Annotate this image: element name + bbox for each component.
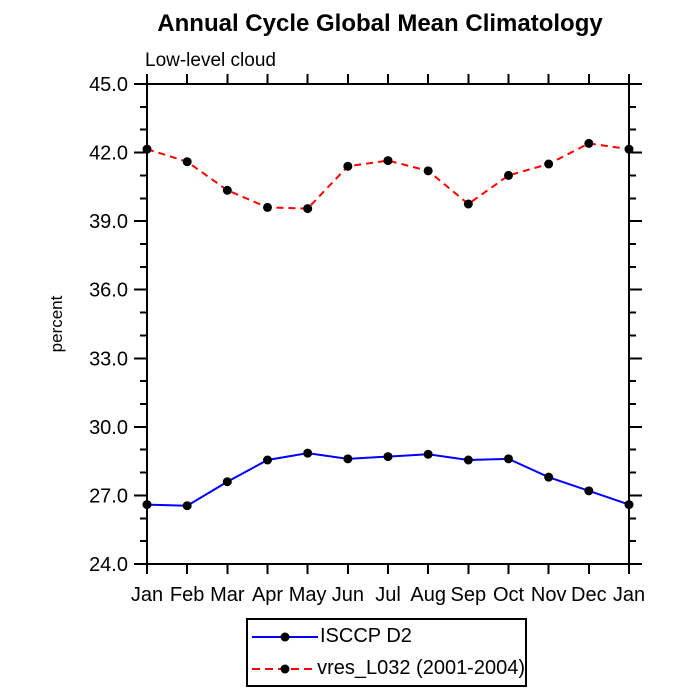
data-point-0 [624,500,634,510]
series-line-1 [146,142,630,210]
data-point-0 [544,472,554,482]
data-point-1 [343,161,353,171]
x-tick-label: Feb [170,584,204,606]
legend-item-isccp: ISCCP D2 [250,621,525,652]
data-point-0 [383,452,393,462]
data-point-0 [263,455,272,465]
x-tick-label: Dec [571,584,607,606]
x-tick-label: May [289,584,327,606]
legend-marker-dot [280,632,290,641]
legend-label-isccp: ISCCP D2 [320,625,412,647]
axes-layer: 24.0 27.0 30.0 33.0 36.0 39.0 42.0 45.0 Jan Feb Ma… [89,74,645,606]
x-tick-label: Nov [531,584,567,606]
data-point-1 [182,157,192,167]
legend-marker-dot [280,664,290,673]
y-tick-label: 42.0 [89,143,128,165]
data-point-0 [463,455,473,465]
x-tick-label: Jan [613,584,645,606]
legend-box: ISCCP D2 vres_L032 (2001-2004) [246,618,527,687]
data-point-1 [544,159,554,169]
legend-sample-dashed [252,664,318,673]
chart-subtitle: Low-level cloud [145,50,276,71]
data-point-1 [222,185,232,195]
data-point-1 [423,166,433,176]
data-point-1 [463,199,473,209]
data-point-1 [504,170,513,180]
data-point-1 [624,144,634,154]
y-tick-label: 36.0 [89,280,128,302]
y-tick-label: 30.0 [89,417,128,439]
data-point-1 [142,144,152,154]
x-tick-label: Oct [493,584,525,606]
data-point-0 [343,454,353,464]
chart-title: Annual Cycle Global Mean Climatology [157,10,603,37]
y-tick-label: 33.0 [89,348,128,370]
series-layer [142,138,634,511]
x-tick-label: Sep [451,584,487,606]
x-tick-label: Apr [252,584,283,606]
legend-label-vres: vres_L032 (2001-2004) [317,657,525,679]
data-point-1 [303,204,313,214]
plot-frame [146,83,630,565]
data-point-1 [383,156,393,166]
y-axis-title: percent [47,295,66,352]
data-point-1 [584,138,594,148]
y-tick-label: 27.0 [89,485,128,507]
data-point-0 [222,477,232,487]
legend-sample-solid [252,632,318,641]
data-point-1 [263,202,272,212]
y-tick-label: 39.0 [89,211,128,233]
y-tick-label: 24.0 [89,554,128,576]
x-tick-label: Jul [375,584,401,606]
data-point-0 [584,486,594,496]
x-tick-label: Aug [410,584,446,606]
x-tick-label: Jan [131,584,163,606]
data-point-0 [423,449,433,459]
data-point-0 [182,501,192,511]
x-tick-label: Mar [210,584,245,606]
y-tick-label: 45.0 [89,74,128,96]
legend-item-vres: vres_L032 (2001-2004) [250,653,525,684]
data-point-0 [504,454,513,464]
data-point-0 [142,500,152,510]
data-point-0 [303,448,313,458]
x-tick-label: Jun [332,584,364,606]
